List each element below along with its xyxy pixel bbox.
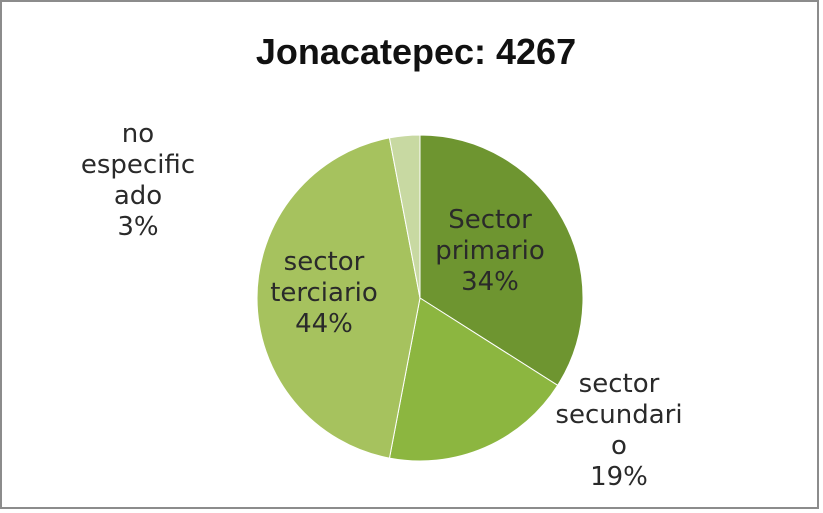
- chart-title: Jonacatepec: 4267: [256, 31, 576, 72]
- slice-label-sector-secundario: sector secundari o 19%: [555, 369, 682, 492]
- slice-label-line: ado: [114, 181, 162, 211]
- slice-label-line: secundari: [555, 400, 682, 430]
- pie-labels: Sector primario 34%sector secundari o 19%sect…: [81, 119, 683, 492]
- slice-label-line: terciario: [270, 278, 378, 308]
- pie-slice-sector-primario: [419, 134, 584, 387]
- slice-label-line: Sector: [448, 205, 532, 235]
- slice-label-line: 19%: [590, 462, 648, 492]
- slice-label-line: no: [122, 119, 154, 149]
- slice-label-line: 34%: [461, 267, 519, 297]
- slice-label-sector-primario: Sector primario 34%: [435, 205, 545, 297]
- pie-slice-sector-secundario: [388, 297, 559, 462]
- slice-label-no-especificado: no especific ado 3%: [81, 119, 195, 242]
- slice-label-line: sector: [579, 369, 660, 399]
- slice-label-sector-terciario: sector terciario 44%: [270, 247, 378, 339]
- pie-slice-no-especificado: [388, 134, 421, 299]
- slice-label-line: especific: [81, 150, 195, 180]
- slice-label-line: sector: [284, 247, 365, 277]
- slice-label-line: 44%: [295, 309, 353, 339]
- slice-label-line: 3%: [117, 212, 158, 242]
- pie-slice-sector-terciario: [256, 137, 421, 459]
- pie-slices: [256, 134, 584, 462]
- slice-label-line: o: [611, 431, 627, 461]
- slice-label-line: primario: [435, 236, 545, 266]
